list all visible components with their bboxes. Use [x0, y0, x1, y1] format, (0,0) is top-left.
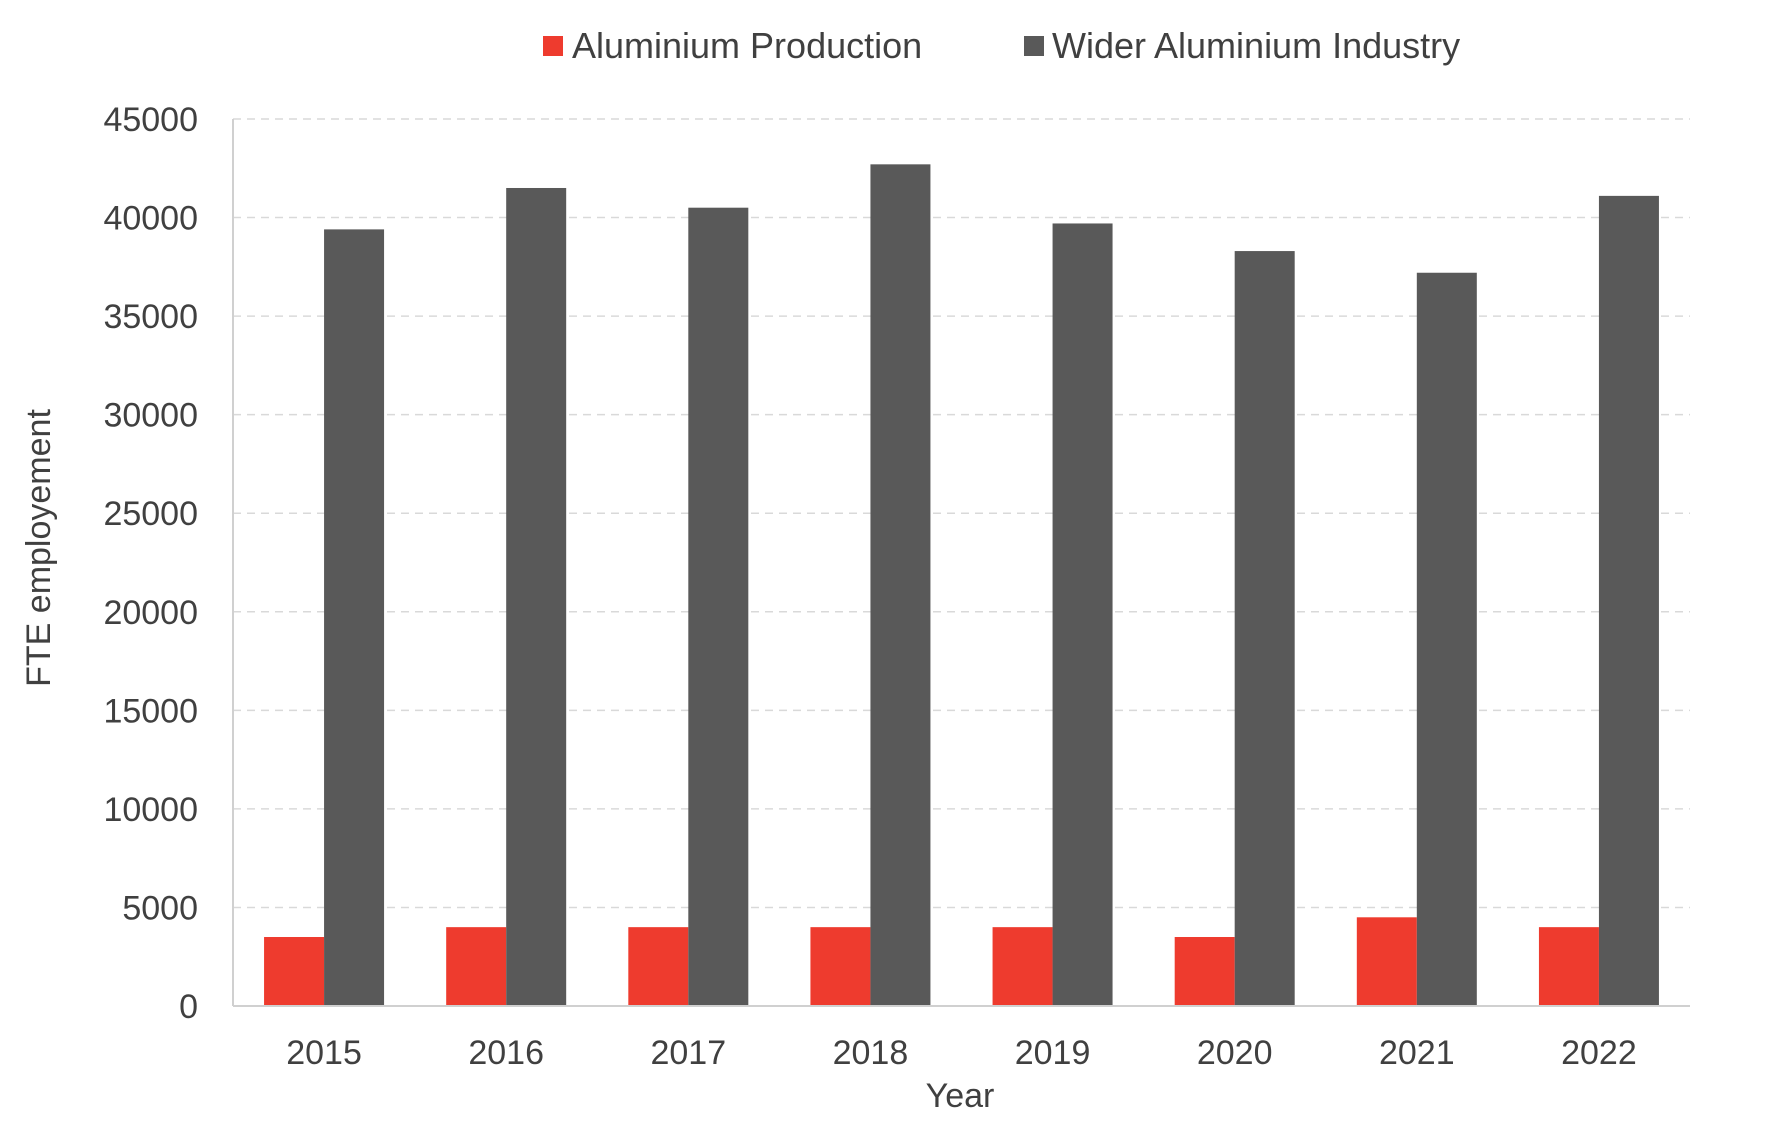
bar-aluminium-production-2022[interactable] [1538, 927, 1599, 1006]
bars [264, 164, 1659, 1007]
x-tick-label: 2017 [650, 1034, 726, 1072]
x-tick-label: 2021 [1379, 1034, 1455, 1072]
axes [232, 119, 1690, 1007]
legend: Aluminium Production Wider Aluminium Ind… [543, 25, 1460, 66]
bar-wider-aluminium-industry-2017[interactable] [688, 207, 749, 1006]
bar-aluminium-production-2018[interactable] [810, 927, 871, 1006]
bar-wider-aluminium-industry-2022[interactable] [1598, 195, 1659, 1006]
legend-label-wider-aluminium-industry: Wider Aluminium Industry [1052, 25, 1460, 66]
x-tick-label: 2019 [1015, 1034, 1091, 1072]
x-tick-label: 2016 [468, 1034, 544, 1072]
y-tick-label: 40000 [103, 200, 198, 238]
y-tick-label: 0 [179, 988, 198, 1026]
x-axis-title: Year [926, 1077, 995, 1115]
bar-wider-aluminium-industry-2020[interactable] [1234, 251, 1295, 1006]
legend-swatch-wider-aluminium-industry [1024, 36, 1044, 56]
bar-aluminium-production-2015[interactable] [264, 937, 325, 1006]
x-tick-label: 2020 [1197, 1034, 1273, 1072]
bar-wider-aluminium-industry-2016[interactable] [506, 187, 567, 1006]
y-tick-label: 35000 [103, 298, 198, 336]
y-tick-label: 45000 [103, 101, 198, 139]
bar-wider-aluminium-industry-2015[interactable] [324, 229, 385, 1007]
legend-label-aluminium-production: Aluminium Production [572, 25, 922, 66]
y-tick-label: 10000 [103, 791, 198, 829]
tick-labels: 0 5000 10000 15000 20000 25000 30000 35000 40000… [103, 101, 1636, 1072]
x-tick-label: 2015 [286, 1034, 362, 1072]
bar-aluminium-production-2021[interactable] [1356, 917, 1417, 1006]
y-tick-label: 15000 [103, 692, 198, 730]
bar-aluminium-production-2017[interactable] [628, 927, 689, 1006]
y-tick-label: 5000 [122, 889, 198, 927]
bar-wider-aluminium-industry-2019[interactable] [1052, 223, 1113, 1007]
y-axis-title: FTE employement [20, 409, 58, 687]
bar-wider-aluminium-industry-2021[interactable] [1416, 272, 1477, 1006]
bar-aluminium-production-2020[interactable] [1174, 937, 1235, 1006]
legend-item-wider-aluminium-industry[interactable]: Wider Aluminium Industry [1024, 25, 1460, 66]
bar-aluminium-production-2016[interactable] [446, 927, 507, 1006]
y-tick-label: 20000 [103, 594, 198, 632]
y-tick-label: 25000 [103, 495, 198, 533]
gridlines [233, 118, 1690, 909]
legend-swatch-aluminium-production [543, 36, 563, 56]
legend-item-aluminium-production[interactable]: Aluminium Production [543, 25, 922, 66]
y-tick-label: 30000 [103, 397, 198, 435]
bar-aluminium-production-2019[interactable] [992, 927, 1053, 1006]
x-tick-label: 2018 [833, 1034, 909, 1072]
bar-wider-aluminium-industry-2018[interactable] [870, 164, 931, 1006]
x-tick-label: 2022 [1561, 1034, 1637, 1072]
